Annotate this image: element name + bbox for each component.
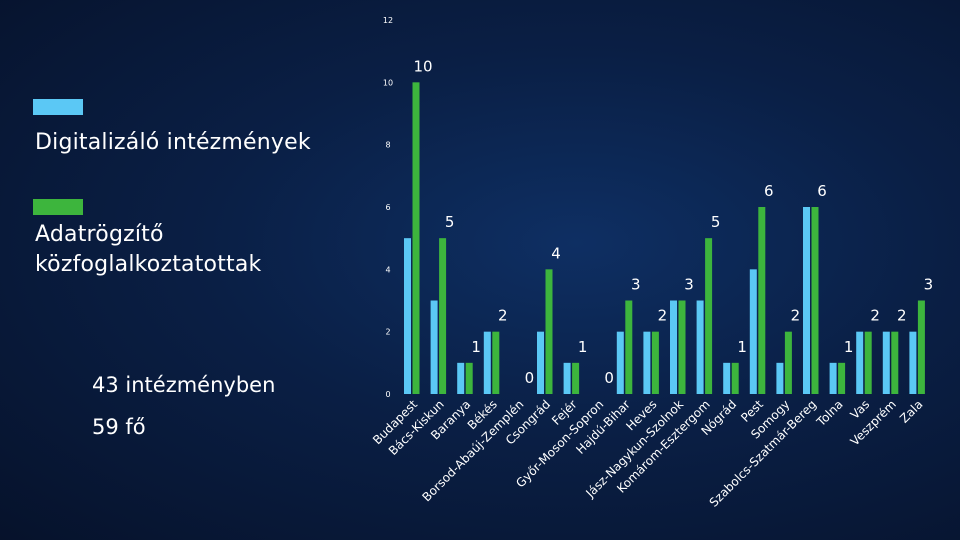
y-tick-label: 0 bbox=[385, 390, 390, 399]
bar-digitalizalo bbox=[457, 362, 465, 394]
data-label: 5 bbox=[711, 213, 721, 231]
bar-adatrogzito bbox=[838, 362, 846, 394]
bar-adatrogzito bbox=[917, 300, 925, 394]
bar-adatrogzito bbox=[439, 238, 447, 394]
y-tick-label: 2 bbox=[385, 328, 390, 337]
legend-swatch-series2 bbox=[33, 199, 83, 215]
bar-adatrogzito bbox=[465, 362, 473, 394]
data-label: 0 bbox=[525, 369, 535, 387]
data-label: 1 bbox=[471, 338, 481, 356]
bar-digitalizalo bbox=[909, 331, 917, 394]
data-label: 6 bbox=[764, 182, 774, 200]
bar-adatrogzito bbox=[705, 238, 713, 394]
data-label: 2 bbox=[897, 307, 907, 325]
bars bbox=[404, 82, 925, 394]
bar-digitalizalo bbox=[430, 300, 438, 394]
legend-swatch-series1 bbox=[33, 99, 83, 115]
summary-institutions: 43 intézményben bbox=[92, 373, 276, 397]
bar-digitalizalo bbox=[616, 331, 624, 394]
bar-adatrogzito bbox=[864, 331, 872, 394]
data-label: 0 bbox=[604, 369, 614, 387]
data-label: 2 bbox=[498, 307, 508, 325]
bar-digitalizalo bbox=[882, 331, 890, 394]
y-tick-label: 12 bbox=[383, 16, 393, 25]
bar-digitalizalo bbox=[643, 331, 651, 394]
bar-adatrogzito bbox=[811, 207, 819, 394]
bar-digitalizalo bbox=[537, 331, 544, 394]
data-label: 1 bbox=[844, 338, 854, 356]
y-tick-label: 10 bbox=[383, 78, 393, 87]
bar-adatrogzito bbox=[625, 300, 633, 394]
bar-digitalizalo bbox=[404, 238, 411, 394]
bar-adatrogzito bbox=[492, 331, 500, 394]
bar-digitalizalo bbox=[696, 300, 704, 394]
bar-digitalizalo bbox=[723, 362, 731, 394]
y-tick-label: 6 bbox=[385, 203, 390, 212]
data-label: 10 bbox=[413, 57, 432, 75]
bar-adatrogzito bbox=[758, 207, 766, 394]
bar-adatrogzito bbox=[891, 331, 899, 394]
bar-adatrogzito bbox=[545, 269, 553, 394]
data-label: 3 bbox=[924, 276, 934, 294]
data-label: 2 bbox=[870, 307, 880, 325]
bar-digitalizalo bbox=[670, 300, 677, 394]
legend-label-series2-line1: Adatrögzítő bbox=[35, 222, 164, 247]
data-label: 2 bbox=[658, 307, 668, 325]
bar-digitalizalo bbox=[829, 362, 837, 394]
bar-digitalizalo bbox=[856, 331, 864, 394]
legend-label-series1: Digitalizáló intézmények bbox=[35, 130, 311, 155]
summary-people: 59 fő bbox=[92, 415, 146, 439]
bar-digitalizalo bbox=[483, 331, 491, 394]
data-label: 1 bbox=[737, 338, 747, 356]
x-axis: BudapestBács-KiskunBaranyaBékésBorsod-Ab… bbox=[370, 397, 925, 510]
category-label: Zala bbox=[897, 397, 925, 425]
data-label: 3 bbox=[631, 276, 641, 294]
data-label: 5 bbox=[445, 213, 455, 231]
data-label: 3 bbox=[684, 276, 694, 294]
bar-adatrogzito bbox=[412, 82, 420, 394]
category-label: Tolna bbox=[813, 397, 845, 429]
data-label: 2 bbox=[791, 307, 801, 325]
bar-adatrogzito bbox=[731, 362, 739, 394]
bar-adatrogzito bbox=[572, 362, 580, 394]
legend-label-series2-line2: közfoglalkoztatottak bbox=[35, 252, 262, 277]
bar-digitalizalo bbox=[803, 207, 810, 394]
bar-adatrogzito bbox=[678, 300, 686, 394]
bar-digitalizalo bbox=[749, 269, 757, 394]
y-tick-label: 4 bbox=[385, 265, 390, 274]
bar-digitalizalo bbox=[563, 362, 571, 394]
y-tick-label: 8 bbox=[385, 141, 390, 150]
bar-adatrogzito bbox=[651, 331, 659, 394]
bar-adatrogzito bbox=[784, 331, 792, 394]
chart-legend: Digitalizáló intézmények Adatrögzítő köz… bbox=[0, 0, 380, 540]
y-axis: 0 2 4 6 8 10 12 bbox=[383, 16, 393, 399]
bar-digitalizalo bbox=[776, 362, 784, 394]
data-label: 1 bbox=[578, 338, 588, 356]
data-label: 6 bbox=[817, 182, 827, 200]
data-label: 4 bbox=[551, 244, 561, 262]
